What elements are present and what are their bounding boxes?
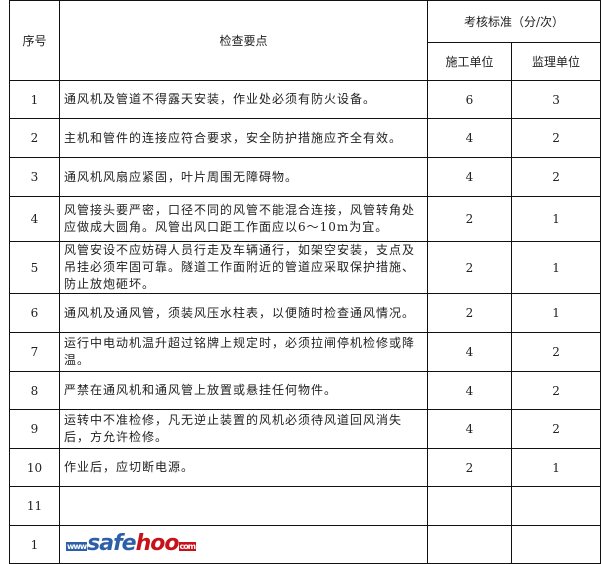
table-row: 10 作业后，应切断电源。 2 1 bbox=[9, 448, 602, 487]
table-row: 2 主机和管件的连接应符合要求，安全防护措施应齐全有效。 4 2 bbox=[9, 118, 602, 158]
row-construction-score: 4 bbox=[427, 332, 512, 372]
row-construction-score: 4 bbox=[427, 371, 512, 410]
row-inspection-point: 主机和管件的连接应符合要求，安全防护措施应齐全有效。 bbox=[59, 118, 428, 158]
header-supervision: 监理单位 bbox=[510, 42, 602, 81]
row-supervision-score: 1 bbox=[510, 293, 602, 333]
header-points: 检查要点 bbox=[59, 0, 428, 81]
row-supervision-score: 2 bbox=[510, 371, 602, 410]
safehoo-watermark-logo: wwwsafehoocom bbox=[66, 531, 197, 557]
row-inspection-point: 作业后，应切断电源。 bbox=[59, 448, 428, 487]
inspection-table: 序号 检查要点 考核标准（分/次） 施工单位 监理单位 1 通风机及管道不得露天安… bbox=[9, 0, 602, 564]
table-row: 1 通风机及管道不得露天安装，作业处必须有防火设备。 6 3 bbox=[9, 80, 602, 119]
row-number: 6 bbox=[9, 293, 60, 333]
header-construction: 施工单位 bbox=[427, 42, 512, 81]
row-supervision-score: 2 bbox=[510, 118, 602, 158]
row-construction-score bbox=[427, 486, 512, 526]
table-row: 11 bbox=[9, 486, 602, 526]
header-standard: 考核标准（分/次） bbox=[426, 0, 602, 43]
row-construction-score: 4 bbox=[427, 118, 512, 158]
watermark-www: www bbox=[66, 542, 87, 551]
row-inspection-point: 通风机风扇应紧固，叶片周围无障碍物。 bbox=[59, 157, 428, 197]
row-number: 1 bbox=[9, 80, 60, 119]
table-row: 7 运行中电动机温升超过铭牌上规定时，必须拉闸停机检修或降温。 4 2 bbox=[9, 332, 602, 372]
row-supervision-score: 1 bbox=[510, 241, 602, 294]
row-inspection-point: 运转中不准检修，凡无逆止装置的风机必须待风道回风消失后，方允许检修。 bbox=[59, 409, 428, 449]
watermark-com: com bbox=[178, 542, 197, 551]
row-inspection-point: 严禁在通风机和通风管上放置或悬挂任何物件。 bbox=[59, 371, 428, 410]
table-row: 1 bbox=[9, 525, 602, 564]
row-construction-score: 2 bbox=[427, 293, 512, 333]
row-construction-score: 4 bbox=[427, 157, 512, 197]
row-inspection-point bbox=[59, 486, 428, 526]
table-row: 4 风管接头要严密，口径不同的风管不能混合连接，风管转角处应做成大圆角。风管出风口… bbox=[9, 196, 602, 242]
row-construction-score bbox=[427, 525, 512, 564]
row-number: 11 bbox=[9, 486, 60, 526]
row-number: 10 bbox=[9, 448, 60, 487]
row-inspection-point: 通风机及通风管，须装风压水柱表，以便随时检查通风情况。 bbox=[59, 293, 428, 333]
row-supervision-score: 2 bbox=[510, 332, 602, 372]
row-supervision-score: 1 bbox=[510, 196, 602, 242]
header-no: 序号 bbox=[9, 0, 60, 81]
row-supervision-score: 3 bbox=[510, 80, 602, 119]
row-inspection-point: 运行中电动机温升超过铭牌上规定时，必须拉闸停机检修或降温。 bbox=[59, 332, 428, 372]
row-inspection-point: 风管接头要严密，口径不同的风管不能混合连接，风管转角处应做成大圆角。风管出风口距… bbox=[59, 196, 428, 242]
watermark-safe: safe bbox=[87, 531, 136, 556]
row-supervision-score bbox=[510, 525, 602, 564]
row-inspection-point: 通风机及管道不得露天安装，作业处必须有防火设备。 bbox=[59, 80, 428, 119]
table-row: 3 通风机风扇应紧固，叶片周围无障碍物。 4 2 bbox=[9, 157, 602, 197]
table-row: 5 风管安设不应妨碍人员行走及车辆通行，如架空安装，支点及吊挂必须牢固可靠。隧道工… bbox=[9, 241, 602, 294]
row-inspection-point: 风管安设不应妨碍人员行走及车辆通行，如架空安装，支点及吊挂必须牢固可靠。隧道工作… bbox=[59, 241, 428, 294]
row-supervision-score: 2 bbox=[510, 157, 602, 197]
row-supervision-score: 2 bbox=[510, 409, 602, 449]
row-construction-score: 2 bbox=[427, 241, 512, 294]
row-number: 7 bbox=[9, 332, 60, 372]
row-construction-score: 4 bbox=[427, 409, 512, 449]
row-number: 2 bbox=[9, 118, 60, 158]
row-number: 4 bbox=[9, 196, 60, 242]
table-row: 9 运转中不准检修，凡无逆止装置的风机必须待风道回风消失后，方允许检修。 4 2 bbox=[9, 409, 602, 449]
row-number: 3 bbox=[9, 157, 60, 197]
row-number: 5 bbox=[9, 241, 60, 294]
row-construction-score: 2 bbox=[427, 196, 512, 242]
row-number: 9 bbox=[9, 409, 60, 449]
row-number: 8 bbox=[9, 371, 60, 410]
table-row: 6 通风机及通风管，须装风压水柱表，以便随时检查通风情况。 2 1 bbox=[9, 293, 602, 333]
row-supervision-score bbox=[510, 486, 602, 526]
row-construction-score: 6 bbox=[427, 80, 512, 119]
row-supervision-score: 1 bbox=[510, 448, 602, 487]
row-number: 1 bbox=[9, 525, 60, 564]
table-row: 8 严禁在通风机和通风管上放置或悬挂任何物件。 4 2 bbox=[9, 371, 602, 410]
row-construction-score: 2 bbox=[427, 448, 512, 487]
watermark-hoo: hoo bbox=[135, 531, 180, 556]
